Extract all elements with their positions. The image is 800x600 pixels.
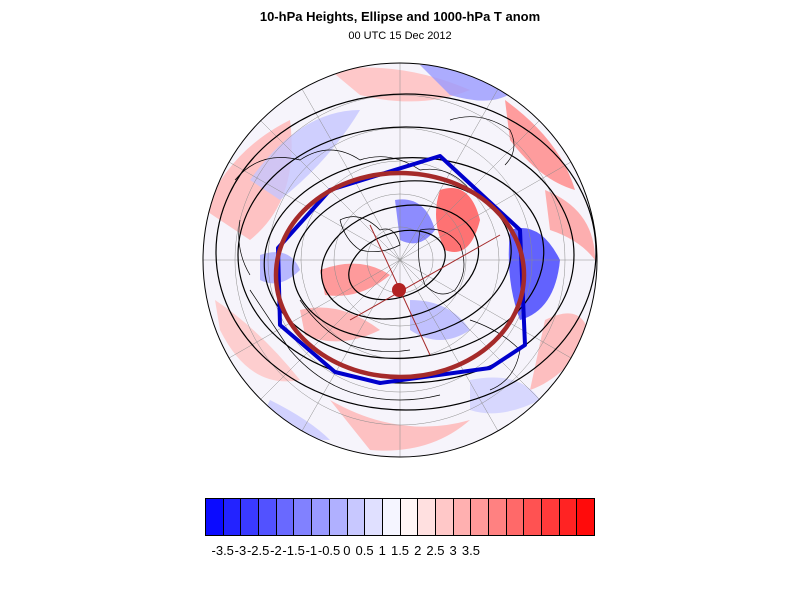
colorbar-tick-label: -2 [270, 543, 282, 558]
colorbar-tick-label: -3 [234, 543, 247, 558]
colorbar-tick-label: 3 [449, 543, 457, 558]
colorbar-swatch [542, 499, 560, 535]
colorbar-swatch [382, 499, 401, 535]
colorbar [205, 498, 595, 536]
colorbar-swatch [435, 499, 454, 535]
colorbar-swatch [276, 499, 295, 535]
colorbar-tick-label: 1 [378, 543, 386, 558]
colorbar-tick-label: -1 [305, 543, 318, 558]
colorbar-swatch [347, 499, 366, 535]
colorbar-tick-label: 0.5 [355, 543, 374, 558]
colorbar-swatch [329, 499, 348, 535]
colorbar-swatch [241, 499, 260, 535]
colorbar-swatch [524, 499, 543, 535]
colorbar-tick-label: 3.5 [461, 543, 480, 558]
colorbar-tick-label: -2.5 [246, 543, 270, 558]
colorbar-swatch [471, 499, 489, 535]
colorbar-swatch [365, 499, 383, 535]
ellipse-center-marker [392, 283, 406, 297]
colorbar-tick-label: 2.5 [426, 543, 445, 558]
globe-border [202, 62, 598, 458]
colorbar-tick-label: -3.5 [211, 543, 234, 558]
plot-title: 10-hPa Heights, Ellipse and 1000-hPa T a… [259, 9, 541, 24]
colorbar-swatch [506, 499, 525, 535]
colorbar-labels: -3.5 -3 -2.5 -2 -1.5 -1 -0.5 0 0.5 1 1.5 2 2.5 3 3.5 [205, 543, 595, 559]
colorbar-swatch [400, 499, 419, 535]
colorbar-tick-label: 2 [414, 543, 422, 558]
colorbar-swatch [489, 499, 507, 535]
geopotential-height-contours [215, 93, 597, 411]
graticule [203, 63, 597, 457]
plot-subtitle: 00 UTC 15 Dec 2012 [348, 30, 452, 42]
colorbar-tick-label: 0 [343, 543, 351, 558]
colorbar-swatch [206, 499, 224, 535]
colorbar-tick-label: -0.5 [317, 543, 341, 558]
colorbar-tick-label: 1.5 [390, 543, 410, 558]
colorbar-swatch [418, 499, 436, 535]
colorbar-tick-label: -1.5 [282, 543, 305, 558]
colorbar-swatch [312, 499, 330, 535]
colorbar-swatch [223, 499, 242, 535]
colorbar-swatch [259, 499, 277, 535]
temperature-anomaly-field [205, 64, 595, 451]
colorbar-swatch [453, 499, 472, 535]
colorbar-swatch [577, 499, 595, 535]
colorbar-swatch [294, 499, 313, 535]
colorbar-swatch [559, 499, 578, 535]
